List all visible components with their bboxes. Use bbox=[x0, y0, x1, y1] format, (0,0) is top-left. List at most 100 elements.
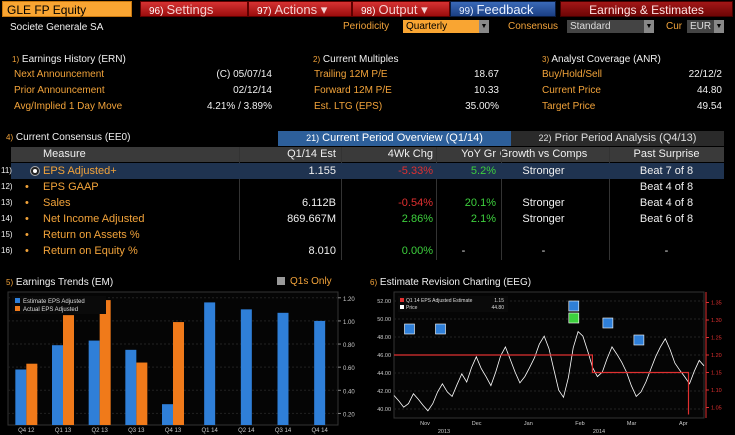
prior-announcement-value: 02/12/14 bbox=[233, 85, 272, 96]
bar bbox=[240, 309, 252, 425]
y-left-tick-label: 42.00 bbox=[377, 389, 391, 395]
y-left-tick-label: 48.00 bbox=[377, 335, 391, 341]
consensus-value: Standard bbox=[570, 21, 611, 32]
next-announcement-label: Next Announcement bbox=[14, 69, 105, 80]
currency-value: EUR bbox=[690, 21, 712, 32]
column-header[interactable]: 4Wk Chg bbox=[387, 148, 433, 160]
tab-current-period[interactable]: 21) Current Period Overview (Q1/14) bbox=[278, 131, 511, 146]
column-header[interactable]: YoY Gr bbox=[461, 148, 496, 160]
surprise-cell: Beat 4 of 8 bbox=[639, 197, 694, 209]
estimate-revision-chart: 40.00 42.00 44.00 46.00 48.00 50.00 52.00 1.05 1… bbox=[377, 291, 722, 435]
y-tick-label: 0.80 bbox=[343, 343, 355, 349]
prior-announcement-label: Prior Announcement bbox=[14, 85, 105, 96]
table-row[interactable]: 13) • Sales 6.112B -0.54% 20.1% Stronger… bbox=[1, 195, 724, 211]
yoy-cell: - bbox=[461, 245, 466, 257]
consensus-label: Consensus bbox=[508, 21, 559, 32]
column-header[interactable]: Q1/14 Est bbox=[287, 148, 336, 160]
estimate-cell: 869.667M bbox=[287, 213, 336, 225]
row-number: 16) bbox=[1, 246, 13, 255]
y-right-tick-label: 1.15 bbox=[711, 371, 722, 377]
legend-swatch bbox=[400, 305, 404, 309]
estimate-revision-heading[interactable]: 6) Estimate Revision Charting (EEG) bbox=[370, 277, 531, 288]
change-cell: -0.54% bbox=[398, 197, 433, 209]
chevron-down-icon[interactable]: ▼ bbox=[714, 20, 724, 33]
legend-label: Estimate EPS Adjusted bbox=[23, 299, 85, 305]
chevron-down-icon: ▼ bbox=[479, 20, 489, 33]
y-left-tick-label: 44.00 bbox=[377, 371, 391, 377]
earnings-trends-chart: 0.20 0.40 0.60 0.80 1.00 1.20 Q4 12 Q1 13 Q2 13 Q… bbox=[7, 291, 355, 434]
feedback-label: Feedback bbox=[476, 2, 534, 17]
section-number: 6) bbox=[370, 278, 378, 287]
analyst-coverage-heading[interactable]: 3) Analyst Coverage (ANR) bbox=[542, 54, 661, 65]
bar bbox=[99, 300, 111, 425]
settings-button[interactable]: 96) Settings bbox=[140, 1, 248, 17]
bullet-icon: • bbox=[25, 213, 29, 225]
actions-label: Actions ▾ bbox=[274, 2, 328, 17]
change-cell: 2.86% bbox=[401, 213, 433, 225]
trailing-pe-label: Trailing 12M P/E bbox=[314, 69, 388, 80]
earnings-trends-heading[interactable]: 5) Earnings Trends (EM) bbox=[6, 277, 113, 288]
bullet-icon: • bbox=[25, 229, 29, 241]
q1s-only-checkbox[interactable] bbox=[277, 277, 285, 285]
buy-hold-sell-value: 22/12/2 bbox=[688, 69, 722, 80]
section-title: Current Consensus (EE0) bbox=[15, 132, 131, 143]
actions-button[interactable]: 97) Actions ▾ bbox=[248, 1, 352, 17]
earnings-history-heading[interactable]: 1) Earnings History (ERN) bbox=[12, 54, 126, 65]
target-price-value: 49.54 bbox=[696, 101, 722, 112]
measure-cell: Net Income Adjusted bbox=[43, 213, 145, 225]
settings-label: Settings bbox=[166, 2, 214, 17]
actions-code: 97) bbox=[257, 6, 272, 17]
avg-move-value: 4.21% / 3.89% bbox=[206, 101, 272, 112]
x-tick-label: Nov bbox=[420, 421, 430, 427]
forward-pe-value: 10.33 bbox=[473, 85, 499, 96]
tab-prior-period[interactable]: 22) Prior Period Analysis (Q4/13) bbox=[511, 131, 724, 146]
y-right-tick-label: 1.35 bbox=[711, 301, 722, 307]
event-marker-icon bbox=[404, 323, 415, 335]
table-row[interactable]: 14) • Net Income Adjusted 869.667M 2.86%… bbox=[1, 211, 724, 227]
legend-value: 44.80 bbox=[491, 305, 504, 311]
table-row[interactable]: 15) • Return on Assets % bbox=[1, 227, 724, 243]
table-header: Measure Q1/14 Est 4Wk Chg YoY Gr Growth … bbox=[11, 147, 724, 162]
x-tick-label: Q4 12 bbox=[18, 428, 35, 434]
chevron-down-icon: ▼ bbox=[644, 20, 654, 33]
avg-move-label: Avg/Implied 1 Day Move bbox=[14, 101, 123, 112]
tab-label: Prior Period Analysis (Q4/13) bbox=[554, 132, 697, 144]
x-tick-label: Q2 13 bbox=[91, 428, 108, 434]
current-multiples-heading[interactable]: 2) Current Multiples bbox=[313, 54, 399, 65]
table-row[interactable]: 11) EPS Adjusted+ 1.155 -5.33% 5.2% Stro… bbox=[1, 163, 724, 179]
ticker-field[interactable]: GLE FP Equity bbox=[2, 1, 132, 17]
y-right-tick-label: 1.25 bbox=[711, 336, 722, 342]
next-announcement-value: (C) 05/07/14 bbox=[216, 69, 272, 80]
x-tick-label: Dec bbox=[472, 421, 482, 427]
table-row[interactable]: 12) • EPS GAAP Beat 4 of 8 bbox=[1, 179, 724, 195]
radio-button[interactable] bbox=[30, 166, 40, 176]
x-year-label: 2014 bbox=[593, 429, 605, 435]
measure-cell: Return on Assets % bbox=[43, 229, 140, 241]
bar bbox=[88, 340, 100, 425]
legend-label: Actual EPS Adjusted bbox=[23, 307, 78, 313]
currency-dropdown[interactable]: EUR bbox=[687, 20, 714, 33]
x-year-label: 2013 bbox=[438, 429, 450, 435]
current-consensus-heading[interactable]: 4) Current Consensus (EE0) bbox=[6, 132, 130, 143]
output-label: Output ▾ bbox=[378, 2, 428, 17]
y-left-tick-label: 46.00 bbox=[377, 353, 391, 359]
periodicity-dropdown[interactable]: Quarterly ▼ bbox=[403, 20, 489, 33]
feedback-button[interactable]: 99) Feedback bbox=[450, 1, 556, 17]
feedback-code: 99) bbox=[459, 6, 474, 17]
measure-cell: Return on Equity % bbox=[43, 245, 138, 257]
table-row[interactable]: 16) • Return on Equity % 8.010 0.00% - -… bbox=[1, 243, 724, 259]
x-tick-label: Q4 14 bbox=[311, 428, 328, 434]
periodicity-label: Periodicity bbox=[343, 21, 390, 32]
consensus-dropdown[interactable]: Standard ▼ bbox=[567, 20, 654, 33]
y-tick-label: 0.60 bbox=[343, 366, 355, 372]
column-header[interactable]: Past Surprise bbox=[633, 148, 700, 160]
legend-value: 1.15 bbox=[494, 298, 504, 304]
comps-cell: Stronger bbox=[522, 213, 565, 225]
y-right-tick-label: 1.10 bbox=[711, 388, 722, 394]
column-header[interactable]: Growth vs Comps bbox=[499, 148, 588, 160]
output-button[interactable]: 98) Output ▾ bbox=[352, 1, 450, 17]
bullet-icon: • bbox=[25, 181, 29, 193]
section-title: Earnings Trends (EM) bbox=[15, 277, 114, 288]
column-header[interactable]: Measure bbox=[43, 148, 86, 160]
surprise-cell: Beat 4 of 8 bbox=[639, 181, 694, 193]
